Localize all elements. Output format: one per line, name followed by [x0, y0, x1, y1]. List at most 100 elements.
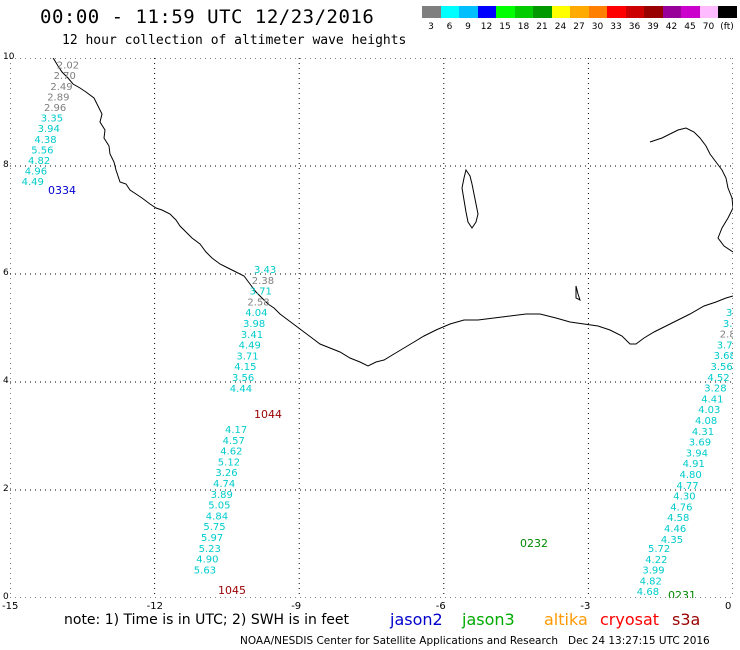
wave-height-value: 3.89: [211, 490, 233, 501]
wave-height-value: 3.0: [726, 308, 733, 319]
wave-height-value: 1.39: [60, 58, 82, 61]
wave-height-value: 4.74: [213, 479, 235, 490]
wave-height-value: 4.82: [28, 156, 50, 167]
color-scale-label: 12: [480, 22, 493, 32]
y-tick-label: 10: [3, 52, 15, 62]
page-subtitle: 12 hour collection of altimeter wave hei…: [62, 33, 407, 48]
color-scale-label: 15: [499, 22, 511, 32]
satellite-legend-item: jason2: [390, 610, 443, 629]
wave-height-value: 3.28: [704, 384, 726, 395]
wave-height-value: 4.46: [664, 524, 686, 535]
y-tick-label: 6: [3, 268, 9, 278]
color-swatch: [607, 6, 626, 18]
wave-height-value: 4.77: [676, 481, 698, 492]
wave-height-value: 5.23: [199, 544, 221, 555]
color-swatch: [459, 6, 478, 18]
satellite-legend-item: s3a: [672, 610, 701, 629]
wave-height-value: 4.44: [230, 384, 252, 395]
note-text: note: 1) Time is in UTC; 2) SWH is in fe…: [64, 612, 350, 628]
color-scale-label: 6: [446, 22, 453, 32]
wave-height-value: 2.70: [54, 71, 76, 82]
wave-height-value: 5.75: [203, 522, 225, 533]
wave-height-value: 4.80: [680, 470, 702, 481]
wave-height-value: 3.99: [642, 566, 664, 577]
color-scale-label: 18: [517, 22, 530, 32]
color-swatch: [477, 6, 496, 18]
wave-height-value: 4.22: [645, 555, 667, 566]
satellite-legend-item: cryosat: [600, 610, 660, 629]
wave-height-value: 4.17: [225, 425, 247, 436]
color-swatch: [699, 6, 718, 18]
color-scale-label: 42: [665, 22, 678, 32]
wave-height-value: 2.38: [252, 276, 274, 287]
wave-height-value: 3.68: [714, 351, 733, 362]
color-swatch: [440, 6, 459, 18]
wave-height-value: 2.96: [44, 103, 66, 114]
color-swatch: [570, 6, 589, 18]
color-scale-label: 45: [684, 22, 696, 32]
island-coast: [461, 168, 479, 229]
x-tick-label: -15: [2, 601, 19, 612]
central-africa-coastline: [669, 127, 733, 253]
timestamp-text: Dec 24 13:27:15 UTC 2016: [568, 635, 710, 647]
wave-height-value: 2.02: [57, 61, 79, 72]
color-swatch: [625, 6, 644, 18]
wave-height-value: 4.58: [667, 513, 689, 524]
wave-height-value: 3.56: [711, 362, 733, 373]
color-swatch: [422, 6, 441, 18]
wave-height-value: 4.08: [695, 416, 717, 427]
wave-height-value: 4.76: [670, 502, 692, 513]
wave-height-value: 4.49: [239, 341, 261, 352]
color-scale-label: 24: [554, 22, 567, 32]
wave-height-value: 4.31: [692, 427, 714, 438]
wave-height-value: 3.43: [254, 265, 276, 276]
wave-height-value: 4.38: [34, 135, 56, 146]
wave-height-value: 4.03: [698, 405, 720, 416]
wave-height-value: 3.77: [717, 340, 733, 351]
wave-height-value: 3.94: [686, 448, 708, 459]
wave-height-value: 3.56: [232, 373, 254, 384]
color-scale-label: 33: [610, 22, 622, 32]
altimeter-passes: 1.392.022.702.492.892.963.353.944.385.56…: [22, 58, 733, 598]
island-coast-3: [649, 133, 671, 143]
color-scale-label: (ft): [720, 22, 734, 32]
wave-height-value: 3.26: [215, 468, 237, 479]
color-swatch: [496, 6, 515, 18]
lat-lon-grid: [10, 58, 733, 598]
wave-height-value: 2.49: [50, 82, 72, 93]
wave-height-value: 2.89: [47, 92, 69, 103]
color-swatch: [662, 6, 681, 18]
wave-height-value: 4.91: [683, 459, 705, 470]
wave-height-value: 4.52: [707, 373, 729, 384]
wave-height-value: 4.57: [223, 436, 245, 447]
wave-height-value: 3.98: [243, 319, 265, 330]
color-scale-label: 36: [628, 22, 641, 32]
wave-height-value: 4.30: [673, 492, 695, 503]
credit-text: NOAA/NESDIS Center for Satellite Applica…: [240, 635, 558, 647]
satellite-legend-item: altika: [544, 610, 588, 629]
color-scale-label: 39: [647, 22, 659, 32]
wave-height-value: 5.72: [648, 544, 670, 555]
color-scale-bar: [422, 6, 737, 18]
satellite-legend-item: jason3: [462, 610, 515, 629]
color-swatch: [533, 6, 552, 18]
pass-time-label: 1045: [218, 584, 246, 597]
color-swatch: [514, 6, 533, 18]
x-tick-label: 0: [725, 601, 732, 612]
wave-height-value: 3.35: [41, 114, 63, 125]
wave-height-value: 4.62: [220, 447, 242, 458]
footer: NOAA/NESDIS Center for Satellite Applica…: [240, 635, 710, 647]
color-swatch: [718, 6, 737, 18]
color-scale-label: 3: [428, 22, 434, 32]
wave-height-value: 5.05: [208, 501, 230, 512]
wave-height-value: 3.94: [38, 124, 60, 135]
wave-height-value: 4.84: [206, 511, 228, 522]
color-swatch: [588, 6, 607, 18]
wave-height-value: 5.12: [218, 457, 240, 468]
color-swatch: [681, 6, 700, 18]
pass-time-label: 1044: [254, 408, 282, 421]
wave-height-value: 3.69: [689, 438, 711, 449]
coastline: [52, 58, 733, 367]
x-tick-label: -12: [146, 601, 163, 612]
wave-height-value: 2.86: [720, 330, 733, 341]
